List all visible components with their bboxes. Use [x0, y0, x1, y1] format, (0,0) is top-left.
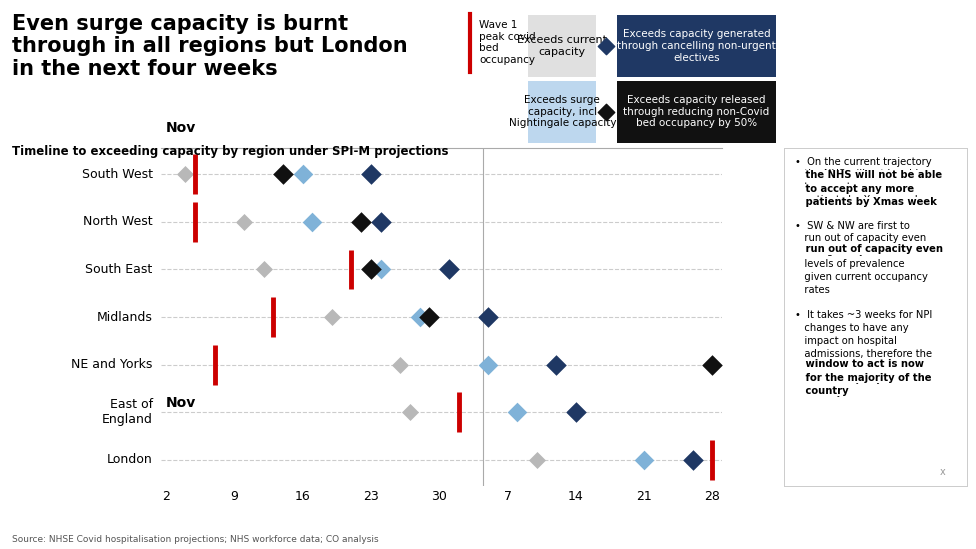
Text: Exceeds capacity released
through reducing non-Covid
bed occupancy by 50%: Exceeds capacity released through reduci… [624, 96, 769, 128]
Point [305, 217, 320, 226]
FancyBboxPatch shape [528, 81, 596, 143]
Point [363, 265, 379, 274]
Point [685, 455, 701, 464]
Text: country: country [794, 386, 848, 396]
FancyBboxPatch shape [617, 81, 776, 143]
Text: window to act is now: window to act is now [794, 359, 923, 369]
Point [509, 408, 525, 417]
Point [598, 108, 614, 116]
Text: patients by Xmas week: patients by Xmas week [794, 197, 937, 207]
Text: Source: NHSE Covid hospitalisation projections; NHS workforce data; CO analysis: Source: NHSE Covid hospitalisation proje… [12, 535, 379, 544]
Point [480, 312, 496, 321]
FancyBboxPatch shape [528, 15, 596, 77]
Point [402, 408, 418, 417]
Point [275, 170, 291, 179]
Text: Timeline to exceeding capacity by region under SPI-M projections: Timeline to exceeding capacity by region… [12, 145, 448, 159]
Text: x: x [940, 467, 945, 478]
Text: Wave 1
peak covid
bed
occupancy: Wave 1 peak covid bed occupancy [479, 20, 536, 65]
Text: Even surge capacity is burnt
through in all regions but London
in the next four : Even surge capacity is burnt through in … [12, 14, 407, 79]
Point [392, 360, 408, 369]
Text: Dec: Dec [508, 121, 537, 135]
Text: run out of capacity even: run out of capacity even [794, 244, 943, 254]
Point [568, 408, 584, 417]
Point [480, 360, 496, 369]
Text: the NHS will not be able: the NHS will not be able [794, 170, 942, 180]
Point [549, 360, 564, 369]
Point [598, 42, 614, 51]
Point [236, 217, 252, 226]
Point [353, 217, 369, 226]
Point [422, 312, 437, 321]
Text: to accept any more: to accept any more [794, 184, 914, 194]
Point [324, 312, 340, 321]
Point [636, 455, 652, 464]
Text: Exceeds capacity generated
through cancelling non-urgent
electives: Exceeds capacity generated through cance… [617, 29, 776, 63]
Point [705, 360, 720, 369]
Point [373, 265, 388, 274]
Point [256, 265, 271, 274]
Point [295, 170, 310, 179]
Point [441, 265, 457, 274]
Point [178, 170, 193, 179]
Point [373, 217, 388, 226]
Point [412, 312, 427, 321]
FancyBboxPatch shape [617, 15, 776, 77]
Text: Nov: Nov [166, 121, 196, 135]
Point [363, 170, 379, 179]
Text: Exceeds current
capacity: Exceeds current capacity [517, 35, 607, 57]
Text: Nov: Nov [166, 396, 196, 410]
Text: Exceeds surge
capacity, incl
Nightingale capacity: Exceeds surge capacity, incl Nightingale… [508, 96, 616, 128]
Point [529, 455, 545, 464]
Text: for the majority of the: for the majority of the [794, 373, 931, 383]
Text: •  On the current trajectory
   the NHS will not be able
   to accept any more
 : • On the current trajectory the NHS will… [794, 156, 932, 397]
